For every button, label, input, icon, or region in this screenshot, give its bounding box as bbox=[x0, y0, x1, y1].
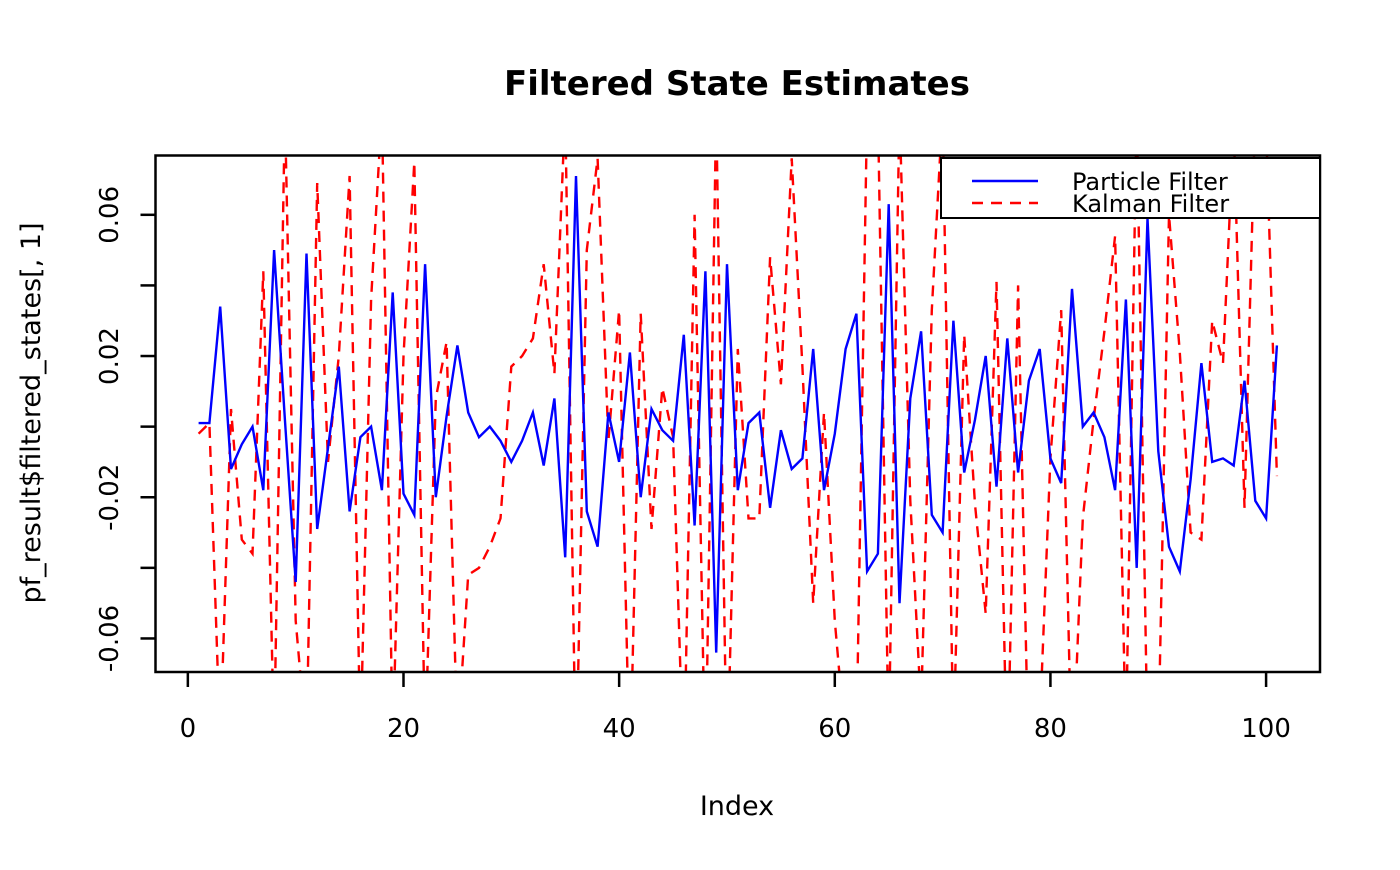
plot-area bbox=[197, 155, 1279, 672]
legend-box bbox=[940, 157, 1321, 219]
legend-item-particle-filter: Particle Filter bbox=[972, 168, 1228, 196]
legend-item-kalman-filter: Kalman Filter bbox=[972, 190, 1229, 218]
kalman-filter-line bbox=[197, 155, 1279, 672]
x-tick-label: 60 bbox=[818, 714, 851, 744]
y-axis: -0.06 -0.02 0.02 0.06 bbox=[95, 186, 156, 672]
x-axis-label: Index bbox=[700, 791, 774, 822]
chart-title: Filtered State Estimates bbox=[504, 64, 970, 104]
y-tick-label: -0.06 bbox=[95, 605, 125, 672]
y-axis-label: pf_result$filtered_states[, 1] bbox=[16, 222, 47, 603]
legend: Particle Filter Kalman Filter bbox=[940, 157, 1321, 219]
particle-filter-line bbox=[198, 175, 1279, 653]
y-tick-label: -0.02 bbox=[95, 464, 125, 531]
x-tick-label: 0 bbox=[180, 714, 197, 744]
x-tick-label: 100 bbox=[1241, 714, 1291, 744]
legend-item-label: Kalman Filter bbox=[1072, 190, 1229, 218]
x-tick-label: 20 bbox=[387, 714, 420, 744]
x-tick-label: 80 bbox=[1034, 714, 1067, 744]
legend-item-label: Particle Filter bbox=[1072, 168, 1228, 196]
x-axis: 0 20 40 60 80 100 bbox=[180, 672, 1291, 744]
plot-border bbox=[154, 154, 1322, 674]
y-tick-label: 0.06 bbox=[95, 186, 125, 244]
y-tick-label: 0.02 bbox=[95, 327, 125, 385]
x-tick-label: 40 bbox=[603, 714, 636, 744]
